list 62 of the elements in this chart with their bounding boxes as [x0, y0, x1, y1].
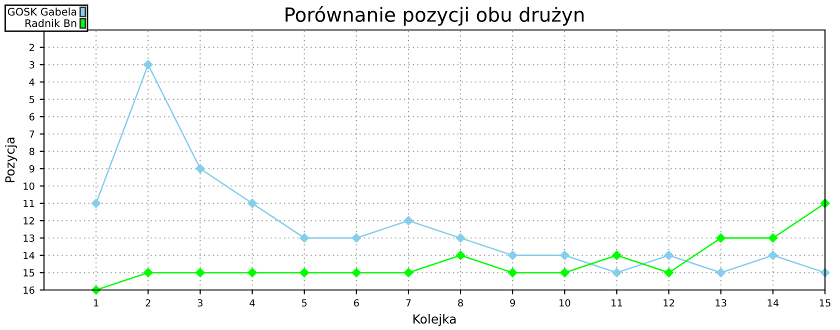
point — [768, 233, 778, 243]
point — [508, 250, 518, 260]
point — [456, 250, 466, 260]
x-tick-label: 14 — [768, 299, 779, 306]
y-tick-label: 2 — [30, 44, 34, 52]
point — [664, 250, 674, 260]
y-tick-label: 11 — [24, 200, 34, 208]
point — [248, 198, 257, 208]
legend-label: GOSK Gabela — [8, 8, 76, 16]
y-tick-label: 12 — [24, 217, 34, 224]
x-tick-label: 10 — [560, 299, 570, 307]
point — [196, 164, 205, 174]
x-tick-label: 6 — [354, 299, 359, 307]
y-tick-label: 10 — [24, 182, 34, 190]
point — [404, 216, 414, 226]
x-tick-label: 1 — [94, 299, 98, 306]
point — [300, 268, 309, 278]
x-tick-label: 11 — [612, 299, 622, 306]
y-tick-label: 9 — [29, 165, 34, 172]
point — [612, 250, 622, 260]
y-tick-label: 7 — [30, 130, 34, 138]
point — [716, 233, 726, 243]
y-axis-title: Pozycja — [4, 138, 18, 182]
chart-title: Porównanie pozycji obu drużyn — [286, 6, 584, 26]
y-tick-label: 14 — [24, 252, 34, 260]
x-tick-label: 9 — [510, 299, 516, 307]
point — [560, 250, 570, 260]
point — [352, 268, 362, 278]
x-tick-label: 5 — [302, 299, 307, 307]
point — [196, 268, 205, 278]
point — [612, 268, 622, 278]
point — [144, 60, 153, 70]
x-tick-label: 7 — [406, 299, 411, 306]
point — [144, 268, 153, 278]
point — [91, 198, 101, 208]
x-tick-label: 15 — [820, 299, 830, 307]
point — [508, 268, 518, 278]
y-tick-label: 5 — [30, 96, 34, 104]
point — [664, 268, 674, 278]
x-tick-label: 13 — [716, 299, 726, 307]
legend-label: Radnik Bn — [26, 19, 76, 28]
x-axis-title: Kolejka — [413, 314, 456, 326]
point — [404, 268, 414, 278]
point — [352, 233, 362, 243]
point — [768, 250, 778, 260]
y-tick-label: 15 — [24, 269, 34, 276]
y-tick-label: 4 — [29, 78, 34, 86]
y-tick-label: 6 — [29, 113, 34, 120]
y-tick-label: 3 — [30, 61, 34, 68]
point — [716, 268, 726, 278]
x-tick-label: 8 — [458, 299, 463, 307]
point — [560, 268, 570, 278]
y-tick-label: 8 — [29, 148, 34, 156]
x-tick-label: 2 — [146, 299, 150, 306]
point — [248, 268, 257, 278]
y-tick-label: 13 — [24, 234, 34, 242]
x-tick-label: 4 — [250, 299, 255, 306]
x-tick-label: 3 — [198, 299, 203, 307]
point — [300, 233, 309, 243]
x-tick-label: 12 — [664, 299, 674, 306]
point — [456, 233, 466, 243]
y-tick-label: 16 — [24, 286, 34, 294]
